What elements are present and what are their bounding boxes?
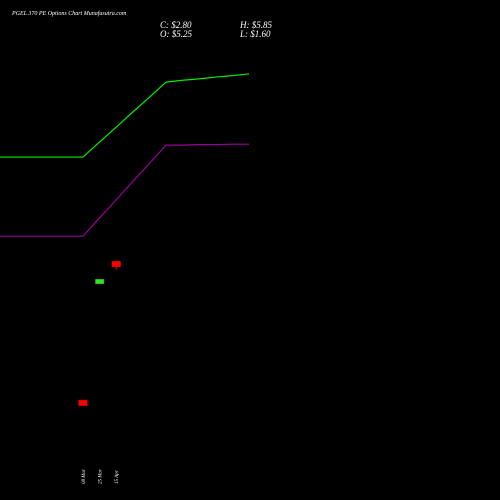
- candle-body: [94, 278, 105, 285]
- candle-body: [111, 260, 121, 268]
- x-tick-label: 15 Apr: [115, 470, 120, 484]
- high-stat: H: $5.85: [239, 20, 272, 30]
- chart-title: PGEL 370 PE Options Chart Munafasutra.co…: [11, 10, 127, 17]
- candle-body: [78, 399, 88, 407]
- x-tick-label: 08 Mar: [82, 469, 87, 484]
- close-stat: C: $2.80: [160, 20, 192, 30]
- indicator-line: [0, 143, 249, 237]
- low-stat: L: $1.60: [239, 29, 271, 39]
- indicator-line: [0, 73, 250, 158]
- open-stat: O: $5.25: [160, 29, 192, 39]
- x-tick-label: 25 Mar: [99, 469, 104, 484]
